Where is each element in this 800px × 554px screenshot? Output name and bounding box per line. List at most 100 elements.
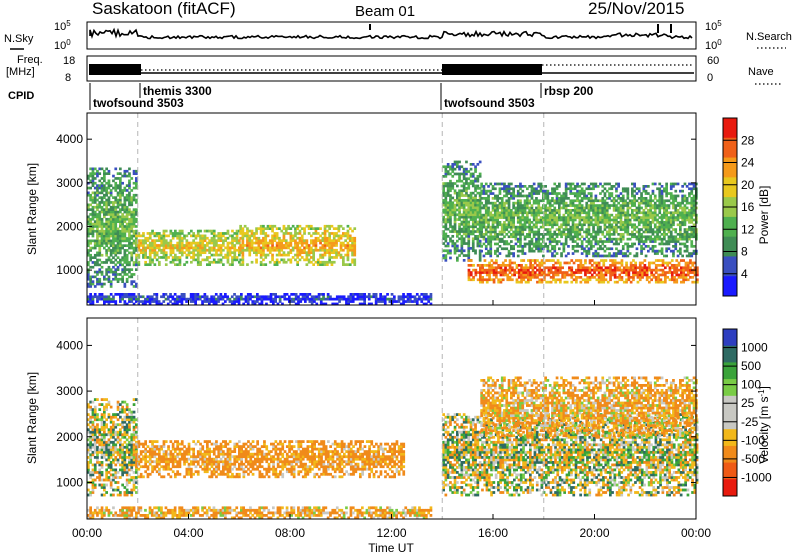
power-cell bbox=[584, 278, 587, 282]
power-cell bbox=[495, 276, 498, 279]
power-cell bbox=[580, 218, 584, 222]
power-cell bbox=[660, 216, 664, 219]
power-cell bbox=[621, 235, 625, 239]
power-cell bbox=[276, 295, 280, 299]
power-cell bbox=[587, 223, 591, 227]
power-cell bbox=[87, 261, 90, 264]
power-cell bbox=[548, 192, 552, 195]
power-cell bbox=[121, 263, 124, 267]
power-cell bbox=[119, 261, 122, 264]
power-cell bbox=[465, 172, 468, 176]
power-cell bbox=[100, 293, 104, 296]
power-cell bbox=[511, 268, 514, 272]
power-cell bbox=[629, 280, 633, 284]
power-cell bbox=[235, 229, 239, 233]
power-cell bbox=[297, 295, 300, 299]
power-cell bbox=[449, 172, 452, 176]
power-cell bbox=[583, 249, 586, 253]
power-cell bbox=[615, 187, 618, 191]
power-cell bbox=[589, 192, 593, 195]
power-cell bbox=[659, 268, 663, 272]
power-cell bbox=[132, 181, 136, 185]
power-cell bbox=[685, 213, 689, 217]
power-cell bbox=[214, 300, 218, 303]
power-cell bbox=[255, 227, 258, 230]
power-cell bbox=[482, 192, 486, 195]
power-cell bbox=[484, 233, 488, 236]
power-cell bbox=[139, 251, 143, 254]
power-cell bbox=[274, 295, 277, 299]
power-cell bbox=[178, 236, 182, 240]
power-cell bbox=[271, 248, 274, 252]
power-cell bbox=[508, 266, 512, 270]
power-cell bbox=[192, 251, 195, 254]
power-cell bbox=[166, 295, 170, 299]
power-cell bbox=[185, 253, 189, 257]
power-cell bbox=[294, 241, 297, 245]
power-cell bbox=[635, 225, 639, 229]
power-cell bbox=[137, 300, 140, 303]
power-cell bbox=[516, 213, 520, 217]
power-cell bbox=[624, 199, 627, 203]
power-cell bbox=[287, 227, 290, 230]
power-cell bbox=[505, 209, 509, 212]
power-cell bbox=[167, 246, 170, 250]
power-cell bbox=[628, 252, 632, 255]
power-cell bbox=[228, 248, 232, 252]
power-cell bbox=[544, 245, 547, 248]
power-cell bbox=[89, 167, 92, 171]
power-cell bbox=[130, 251, 134, 255]
power-cell bbox=[526, 235, 529, 239]
power-cell bbox=[465, 167, 468, 171]
power-cell bbox=[682, 271, 685, 274]
power-cell bbox=[178, 244, 182, 247]
power-cell bbox=[692, 197, 696, 200]
power-cell bbox=[155, 239, 159, 242]
power-cell bbox=[194, 295, 197, 299]
power-cell bbox=[571, 201, 575, 205]
power-cell bbox=[300, 234, 304, 238]
power-cell bbox=[105, 201, 108, 204]
power-cell bbox=[275, 263, 279, 266]
power-cell bbox=[498, 221, 502, 224]
power-cell bbox=[631, 235, 634, 239]
power-cell bbox=[192, 241, 195, 245]
power-cell bbox=[288, 295, 291, 299]
power-cell bbox=[548, 211, 552, 215]
power-cell bbox=[259, 232, 263, 235]
power-cell bbox=[128, 186, 131, 190]
power-cell bbox=[222, 232, 225, 235]
power-cell bbox=[682, 276, 685, 279]
power-cell bbox=[310, 224, 313, 228]
power-cell bbox=[583, 197, 586, 200]
power-cell bbox=[659, 259, 663, 262]
power-cell bbox=[492, 273, 496, 277]
power-cell bbox=[296, 260, 299, 264]
power-cell bbox=[283, 297, 287, 301]
power-cell bbox=[626, 192, 630, 195]
power-cell bbox=[93, 222, 97, 226]
power-cell bbox=[135, 210, 138, 214]
power-cell bbox=[469, 191, 473, 195]
power-cell bbox=[601, 218, 605, 222]
power-cell bbox=[624, 218, 627, 222]
power-cell bbox=[594, 235, 598, 239]
power-cell bbox=[560, 230, 563, 234]
power-cell bbox=[476, 163, 480, 166]
power-cell bbox=[682, 278, 685, 282]
power-cell bbox=[528, 233, 531, 236]
power-cell bbox=[212, 246, 216, 250]
power-cell bbox=[523, 221, 527, 224]
power-cell bbox=[676, 216, 680, 219]
power-cell bbox=[608, 233, 611, 236]
power-cell bbox=[654, 276, 658, 279]
power-cell bbox=[123, 244, 127, 247]
power-cell bbox=[91, 222, 95, 226]
power-cell bbox=[103, 186, 106, 190]
power-cell bbox=[608, 235, 611, 239]
power-cell bbox=[640, 199, 643, 203]
power-cell bbox=[551, 187, 554, 191]
power-cell bbox=[636, 273, 640, 277]
power-cell bbox=[528, 235, 531, 239]
power-cell bbox=[107, 210, 111, 214]
